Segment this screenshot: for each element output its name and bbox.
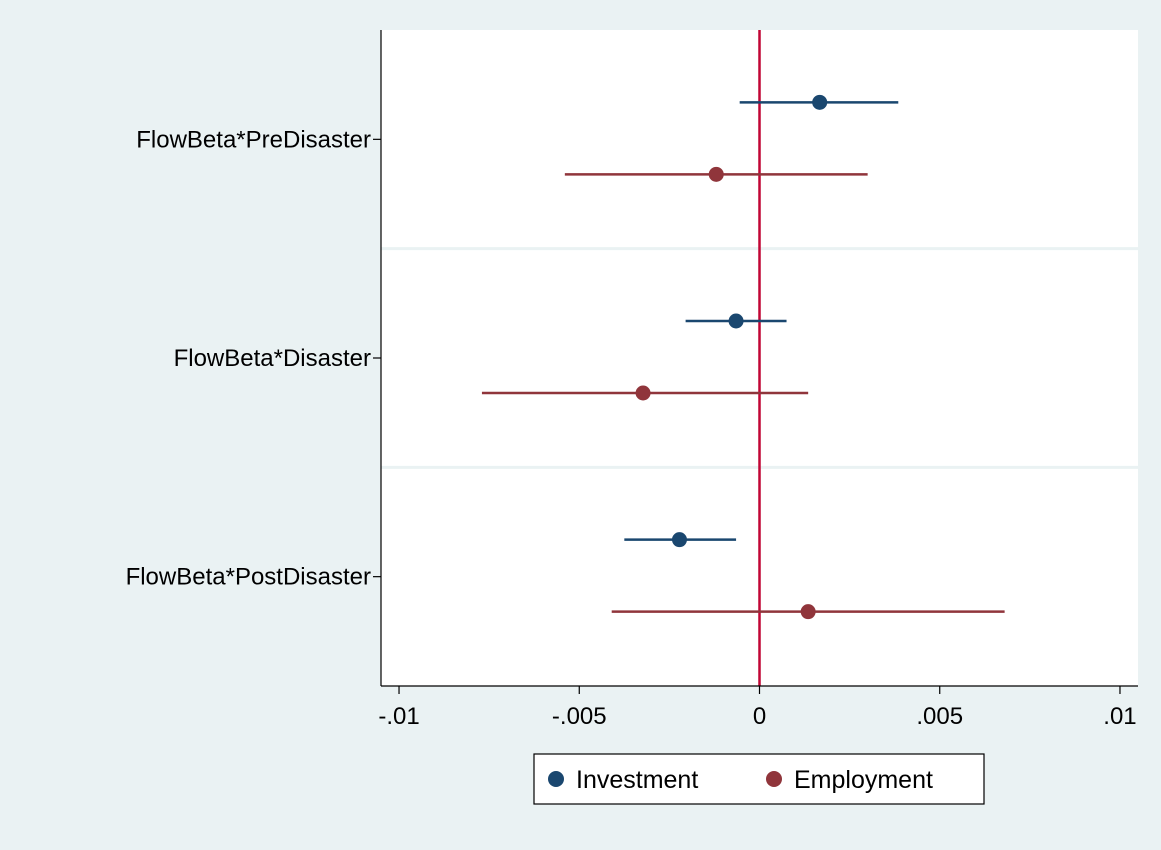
- x-tick-label: 0: [753, 703, 766, 730]
- x-tick-label: .005: [916, 703, 963, 730]
- legend-label: Employment: [794, 766, 933, 794]
- series-investment: [624, 94, 899, 548]
- legend-marker: [766, 771, 782, 787]
- legend-label: Investment: [576, 766, 698, 794]
- x-tick-label: -.01: [378, 703, 419, 730]
- x-tick-label: -.005: [552, 703, 607, 730]
- point-estimate: [812, 94, 828, 110]
- point-estimate: [728, 313, 744, 329]
- legend-box: [533, 753, 985, 805]
- y-tick-label: FlowBeta*Disaster: [174, 345, 371, 372]
- legend: Investment Employment: [533, 753, 985, 805]
- y-tick-label: FlowBeta*PreDisaster: [136, 126, 371, 153]
- y-tick-label: FlowBeta*PostDisaster: [126, 564, 371, 591]
- point-estimate: [708, 166, 724, 182]
- series-marks: [481, 94, 1005, 620]
- point-estimate: [635, 385, 651, 401]
- axes: -.01 -.005 0 .005 .01 FlowBeta*PreDisaster Flo…: [126, 30, 1138, 730]
- x-tick-label: .01: [1103, 703, 1136, 730]
- legend-marker: [548, 771, 564, 787]
- point-estimate: [671, 532, 687, 548]
- series-employment: [481, 166, 1005, 620]
- point-estimate: [800, 604, 816, 620]
